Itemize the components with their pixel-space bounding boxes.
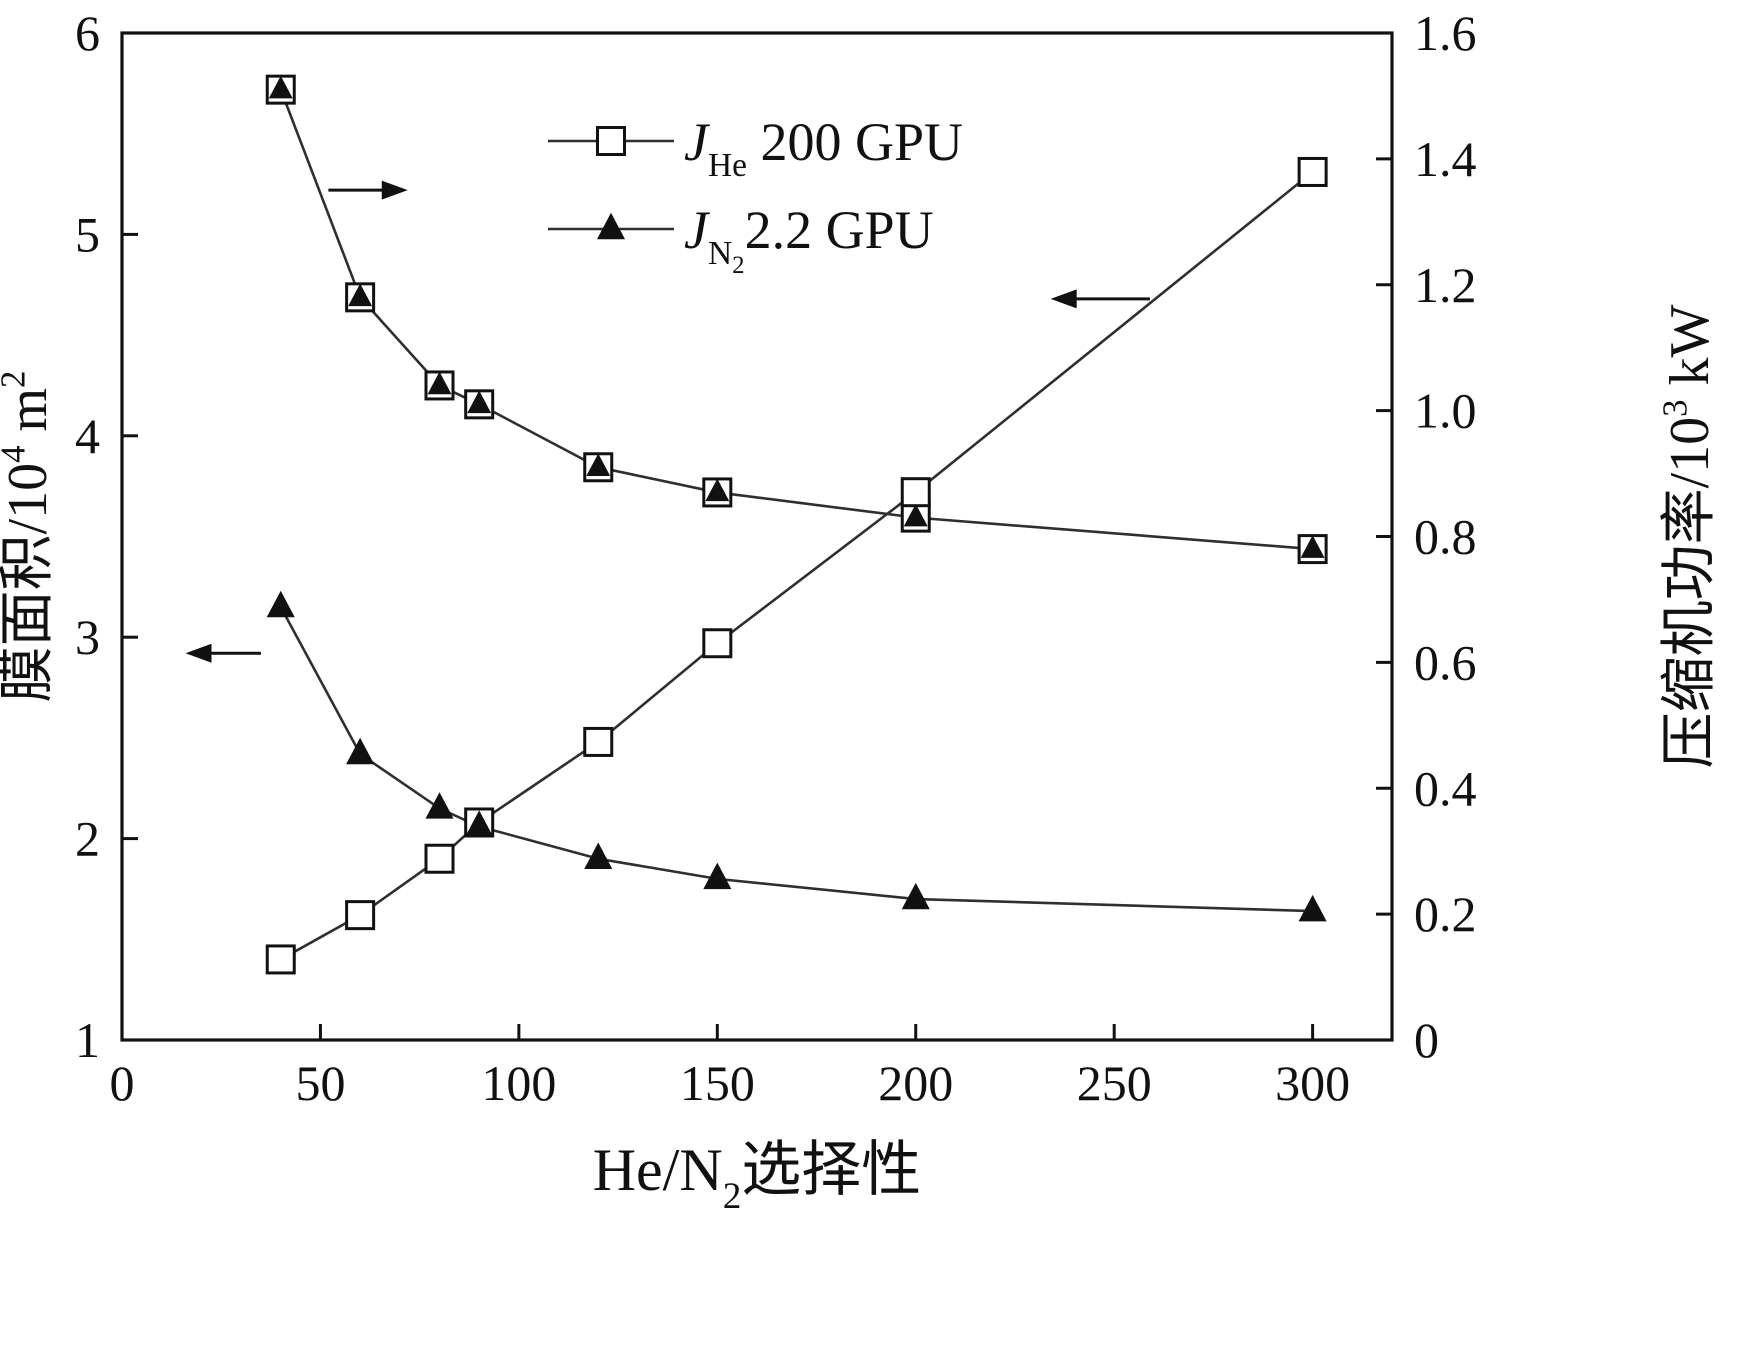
y-right-tick-label: 1.2: [1414, 257, 1477, 313]
y-right-tick-label: 0.2: [1414, 886, 1477, 942]
triangle-marker: [425, 792, 454, 819]
square-marker: [702, 628, 733, 659]
x-tick-label: 200: [878, 1055, 953, 1111]
square-marker: [345, 900, 376, 931]
x-tick-label: 0: [110, 1055, 135, 1111]
triangle-marker: [465, 810, 494, 837]
legend-label: JHe 200 GPU: [684, 112, 963, 184]
y-left-axis-title: 膜面积/104 m2: [0, 371, 59, 703]
square-marker: [424, 843, 455, 874]
y-right-tick-label: 1.6: [1414, 5, 1477, 61]
triangle-marker: [586, 453, 611, 477]
arrow-to-left-axis-upper-head: [1050, 289, 1077, 309]
arrow-to-left-axis-lower-head: [185, 643, 212, 663]
y-left-tick-label: 3: [75, 609, 100, 665]
y-right-axis-title: 压缩机功率/103 kW: [1656, 304, 1721, 768]
triangle-marker: [268, 75, 293, 99]
triangle-marker: [427, 371, 452, 395]
y-right-tick-label: 0.8: [1414, 509, 1477, 565]
triangle-marker: [703, 862, 732, 890]
x-tick-label: 250: [1077, 1055, 1152, 1111]
triangle-marker: [901, 882, 930, 910]
y-right-tick-label: 0.4: [1414, 760, 1477, 816]
legend-label: JN22.2 GPU: [684, 200, 934, 279]
y-left-tick-label: 4: [75, 408, 100, 464]
square-marker: [265, 944, 296, 975]
x-tick-label: 50: [295, 1055, 345, 1111]
series-line-jhe-200gpu-membrane-area: [280, 170, 1314, 961]
x-tick-label: 150: [680, 1055, 755, 1111]
square-marker: [583, 726, 614, 757]
y-right-tick-label: 1.4: [1414, 131, 1477, 187]
triangle-marker: [596, 212, 626, 240]
plot-border: [120, 31, 1394, 1042]
y-right-tick-label: 0: [1414, 1012, 1439, 1068]
y-left-tick-label: 1: [75, 1012, 100, 1068]
triangle-marker: [346, 737, 375, 765]
y-left-tick-label: 5: [75, 206, 100, 262]
square-marker: [900, 477, 931, 508]
triangle-marker: [903, 503, 928, 527]
x-tick-label: 100: [481, 1055, 556, 1111]
square-marker: [424, 370, 455, 401]
triangle-marker: [467, 390, 492, 414]
triangle-marker: [1298, 894, 1327, 922]
x-tick-label: 300: [1275, 1055, 1350, 1111]
triangle-marker: [1300, 535, 1325, 558]
y-left-tick-label: 2: [75, 811, 100, 867]
triangle-marker: [705, 478, 730, 502]
triangle-marker: [348, 283, 373, 307]
x-axis-title: He/N2选择性: [593, 1137, 922, 1217]
y-right-tick-label: 1.0: [1414, 383, 1477, 439]
square-marker: [596, 126, 626, 156]
square-marker: [1297, 156, 1328, 187]
y-right-tick-label: 0.6: [1414, 634, 1477, 690]
triangle-marker: [584, 842, 613, 869]
y-left-tick-label: 6: [75, 5, 100, 61]
triangle-marker: [266, 590, 295, 618]
arrow-to-right-axis-head: [381, 180, 408, 200]
